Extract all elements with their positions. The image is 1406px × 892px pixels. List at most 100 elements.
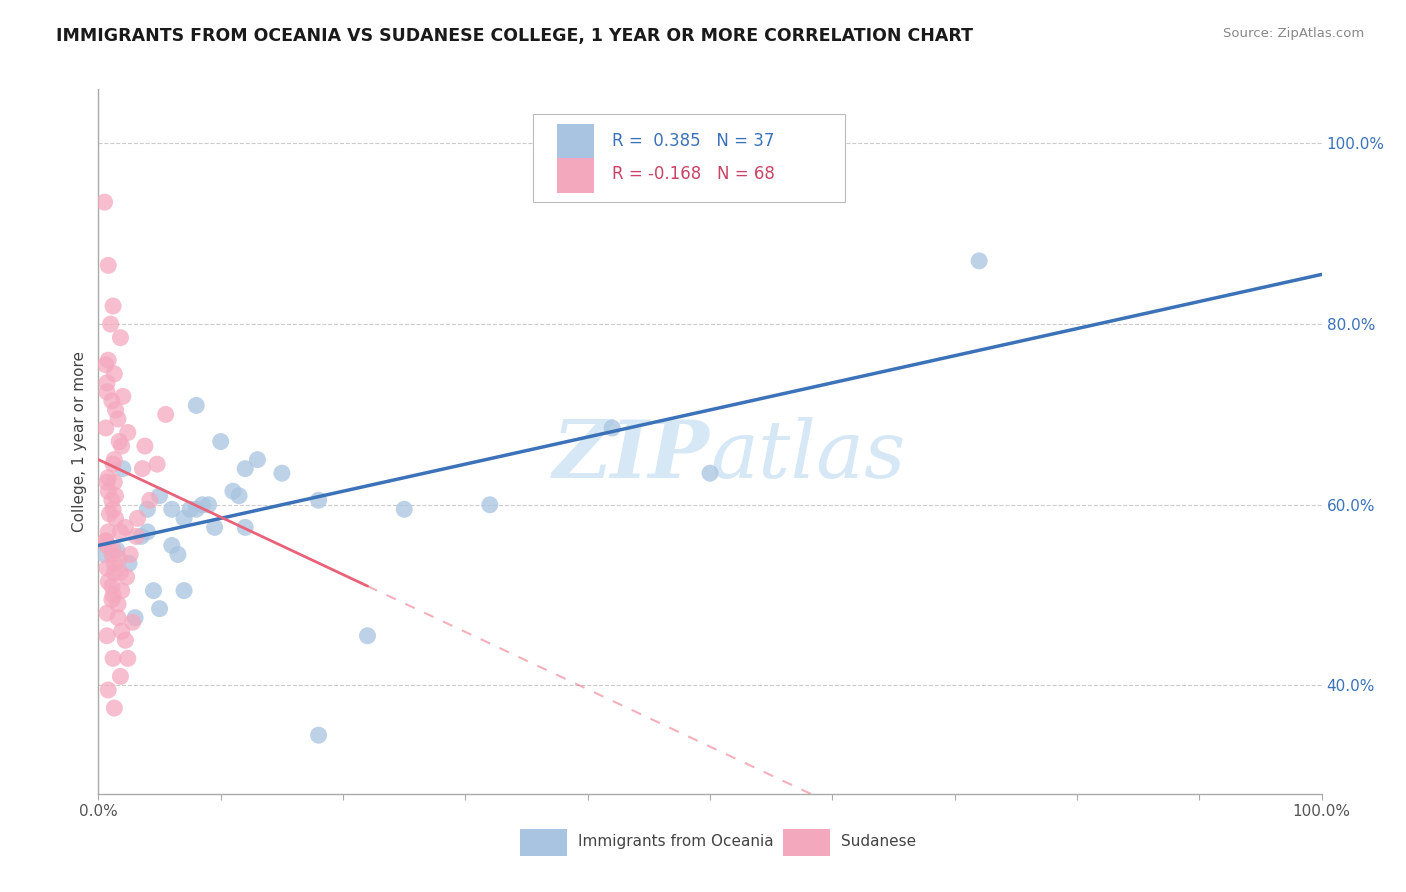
Point bbox=[111, 624, 134, 639]
Point bbox=[96, 384, 118, 399]
Point bbox=[98, 507, 121, 521]
Point bbox=[204, 520, 226, 534]
Point bbox=[191, 498, 214, 512]
Point bbox=[308, 728, 330, 742]
Point bbox=[233, 520, 256, 534]
Point bbox=[110, 524, 132, 539]
Point bbox=[129, 529, 152, 543]
Point bbox=[134, 439, 156, 453]
Text: IMMIGRANTS FROM OCEANIA VS SUDANESE COLLEGE, 1 YEAR OR MORE CORRELATION CHART: IMMIGRANTS FROM OCEANIA VS SUDANESE COLL… bbox=[56, 27, 973, 45]
Point bbox=[101, 393, 124, 408]
Point bbox=[97, 524, 120, 539]
Point bbox=[173, 583, 195, 598]
Point bbox=[93, 195, 115, 210]
Point bbox=[967, 253, 990, 268]
Text: Source: ZipAtlas.com: Source: ZipAtlas.com bbox=[1223, 27, 1364, 40]
Point bbox=[167, 548, 190, 562]
Point bbox=[101, 588, 124, 602]
Point bbox=[127, 511, 149, 525]
Point bbox=[104, 489, 127, 503]
Point bbox=[107, 412, 129, 426]
Point bbox=[110, 566, 132, 580]
Point bbox=[160, 538, 183, 552]
Point bbox=[96, 629, 118, 643]
Point bbox=[103, 452, 125, 467]
Point bbox=[104, 511, 127, 525]
Y-axis label: College, 1 year or more: College, 1 year or more bbox=[72, 351, 87, 532]
Point bbox=[100, 317, 122, 331]
Point bbox=[97, 683, 120, 698]
Point bbox=[93, 548, 115, 562]
Point bbox=[136, 502, 159, 516]
Point bbox=[96, 606, 118, 620]
Point bbox=[101, 579, 124, 593]
Point bbox=[149, 601, 172, 615]
Point bbox=[96, 538, 118, 552]
Point bbox=[101, 651, 124, 665]
FancyBboxPatch shape bbox=[783, 830, 830, 856]
Point bbox=[233, 461, 256, 475]
Point bbox=[111, 439, 134, 453]
Point bbox=[108, 434, 131, 449]
Point bbox=[108, 552, 131, 566]
Point bbox=[139, 493, 162, 508]
Point bbox=[101, 493, 124, 508]
Point bbox=[94, 533, 117, 548]
Point bbox=[103, 475, 125, 490]
Point bbox=[186, 398, 208, 412]
Point bbox=[110, 331, 132, 345]
Point bbox=[103, 367, 125, 381]
Text: Immigrants from Oceania: Immigrants from Oceania bbox=[578, 834, 773, 849]
Point bbox=[228, 489, 250, 503]
Point bbox=[699, 466, 721, 480]
Text: ZIP: ZIP bbox=[553, 417, 710, 494]
Point bbox=[392, 502, 416, 516]
Point bbox=[173, 511, 195, 525]
Text: atlas: atlas bbox=[710, 417, 905, 494]
Point bbox=[103, 566, 125, 580]
Point bbox=[111, 583, 134, 598]
Point bbox=[142, 583, 165, 598]
Point bbox=[115, 570, 138, 584]
Point bbox=[222, 484, 245, 499]
Point bbox=[114, 633, 136, 648]
Point bbox=[136, 524, 159, 539]
Point bbox=[94, 358, 117, 372]
Point bbox=[96, 475, 118, 490]
Point bbox=[111, 389, 134, 403]
Point bbox=[117, 425, 139, 440]
Point bbox=[107, 597, 129, 611]
Point bbox=[94, 421, 117, 435]
Point bbox=[179, 502, 201, 516]
FancyBboxPatch shape bbox=[557, 124, 593, 160]
FancyBboxPatch shape bbox=[557, 158, 593, 194]
Point bbox=[97, 484, 120, 499]
Point bbox=[270, 466, 294, 480]
Point bbox=[120, 548, 142, 562]
Point bbox=[97, 259, 120, 273]
Point bbox=[209, 434, 232, 449]
Point bbox=[117, 651, 139, 665]
Point bbox=[101, 592, 124, 607]
Text: Sudanese: Sudanese bbox=[841, 834, 917, 849]
Point bbox=[97, 574, 120, 589]
Point bbox=[94, 533, 117, 548]
Point bbox=[155, 408, 177, 422]
Point bbox=[118, 557, 141, 571]
Text: R =  0.385   N = 37: R = 0.385 N = 37 bbox=[612, 132, 775, 150]
Point bbox=[103, 701, 125, 715]
Point bbox=[101, 548, 124, 562]
FancyBboxPatch shape bbox=[533, 114, 845, 202]
Point bbox=[105, 543, 128, 558]
Point bbox=[600, 421, 623, 435]
Point bbox=[114, 520, 136, 534]
Text: R = -0.168   N = 68: R = -0.168 N = 68 bbox=[612, 166, 775, 184]
Point bbox=[97, 471, 120, 485]
Point bbox=[186, 502, 208, 516]
Point bbox=[197, 498, 219, 512]
Point bbox=[96, 561, 118, 575]
Point bbox=[101, 543, 124, 558]
Point bbox=[478, 498, 501, 512]
Point bbox=[110, 669, 132, 683]
Point bbox=[149, 489, 172, 503]
